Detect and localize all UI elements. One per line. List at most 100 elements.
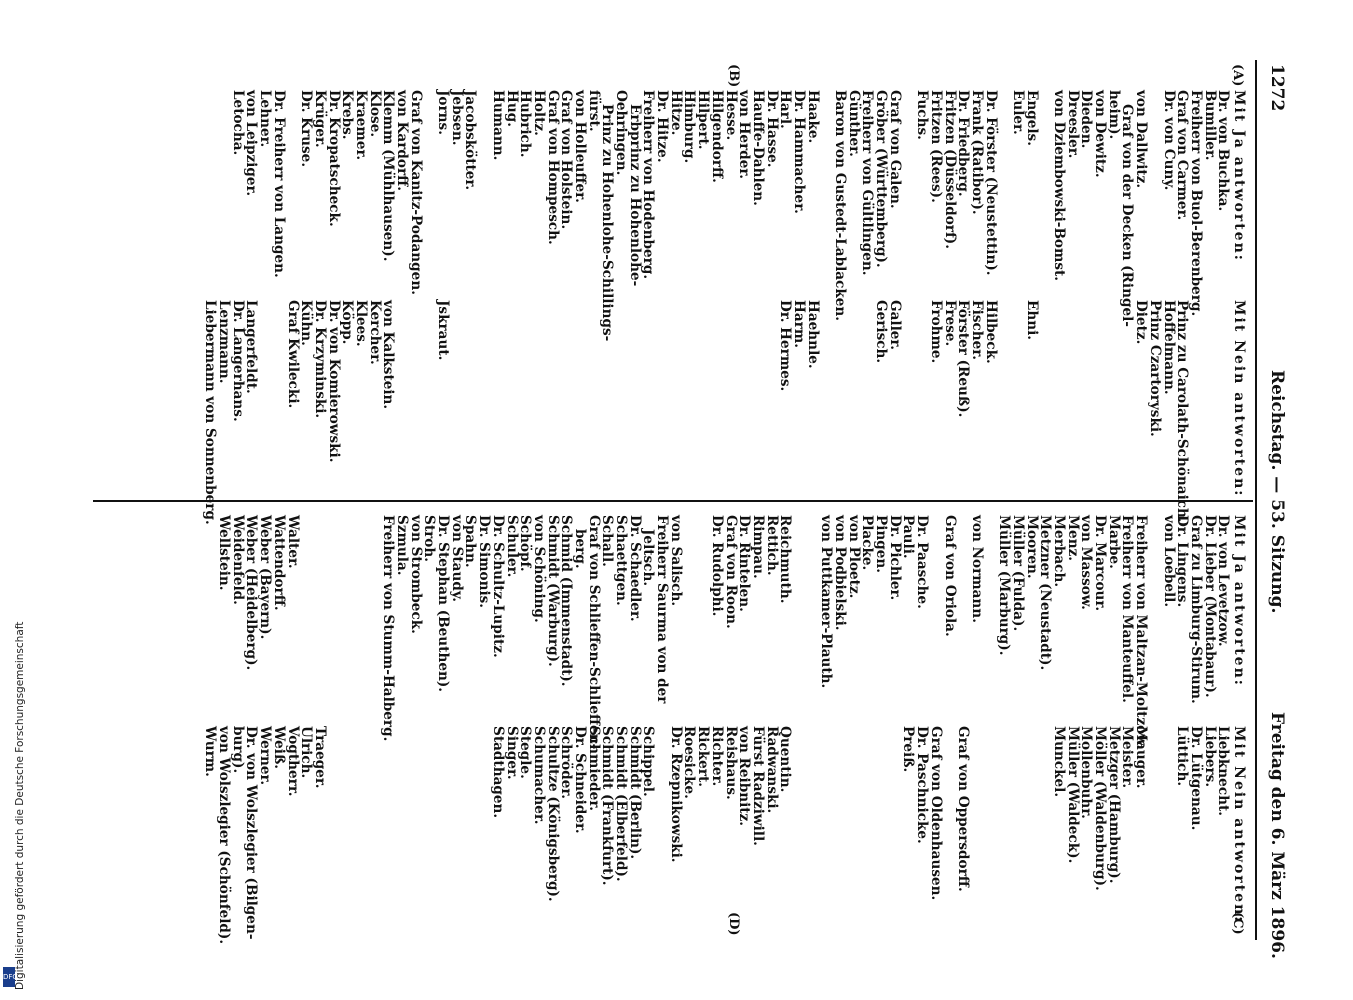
list-item [668,300,682,525]
list-item [1216,300,1230,525]
list-item [750,300,764,525]
list-item [600,300,614,525]
list-item: Schmidt (Warburg). [544,515,561,667]
list-item: burg). [229,726,246,774]
list-item: Schmidt (Frankfurt). [599,726,616,886]
list-item: Rimpau. [749,515,766,579]
list-item: Dr. Schneider. [571,726,588,834]
list-item [449,726,463,944]
list-item [463,726,477,944]
list-item: Meister. [1119,726,1136,789]
list-item: Pingen. [873,515,890,574]
list-item: Schaettgen. [613,515,630,606]
list-item [887,726,901,944]
list-item: Müller (Waldeck). [1064,726,1081,864]
left-no-column: Mit Nein antworten: Prinz zu Carolath-Sc… [202,300,1247,525]
list-item: Dr. Langerhans. [229,300,246,422]
list-item [408,300,422,525]
list-item [271,300,285,525]
list-item: Freiherr von Manteuffel. [1119,515,1136,703]
list-item [805,515,819,749]
list-item [942,726,956,944]
list-item: von Schöning. [530,515,547,623]
list-item: Lüttich. [1174,726,1191,787]
list-item: Dr. Pichler. [886,515,903,601]
list-item [1010,300,1024,525]
list-item [326,726,340,944]
list-item: Richter. [708,726,725,787]
list-item: Marbe. [1105,515,1122,569]
list-item: Szmula. [394,515,411,576]
list-item [846,726,860,944]
header-rule [1255,60,1257,940]
list-item: Freiherr Saurma von der [654,515,671,704]
list-item [353,726,367,944]
list-item: von Wolszlegier (Schönfeld). [216,726,233,945]
list-item [695,515,709,749]
list-item: Schröder. [558,726,575,800]
list-item: Schumacher. [530,726,547,825]
list-item: Menz. [1064,515,1081,562]
list-item: Freiherr von Maltzan-Moltzow. [1133,515,1150,750]
list-item [860,726,874,944]
list-item [299,515,313,749]
list-item: Mooren. [1023,515,1040,579]
session-title: Reichstag. — 53. Sitzung. [1267,370,1287,614]
list-item [860,300,874,525]
list-item: Liebermann von Sonnenberg. [202,300,219,525]
list-item: Hilbeck. [982,300,999,364]
list-item: von Salisch. [667,515,684,607]
list-item: Graf von Oppersdorff. [955,726,972,892]
list-item [1120,300,1134,525]
list-item: Schmidt (Berlin). [626,726,643,860]
list-item [682,300,696,525]
right-no-heading: Mit Nein antworten: [1231,726,1247,924]
list-item: Schmieder. [585,726,602,811]
list-item: Dr. Lingens. [1174,515,1191,608]
page-number: 1272 [1267,64,1287,112]
list-item [846,300,860,525]
list-item: Mauger. [1133,726,1150,789]
list-item: Stegle. [517,726,534,779]
list-item: Reishaus. [722,726,739,800]
list-item: Schippel. [640,726,657,797]
list-item [654,300,668,525]
list-item: Dr. Paschnicke. [914,726,931,844]
list-item: Fischer. [968,300,985,360]
list-item: Langerfeldt. [243,300,260,394]
list-item: Schultze (Königsberg). [544,726,561,902]
right-yes-heading: Mit Ja antworten: [1231,515,1247,687]
list-item: Fürst Radziwill. [749,726,766,846]
list-item: Preiß. [900,726,917,773]
list-item [545,300,559,525]
list-item: Radwanski. [763,726,780,814]
list-item [1147,515,1161,749]
list-item: Wellstein. [216,515,233,591]
list-item [422,726,436,944]
list-item: Förster (Reuß). [955,300,972,418]
list-item: Dr. Stephan (Beuthen). [435,515,452,693]
list-item [394,300,408,525]
list-item [914,300,928,525]
list-item: Dr. Paasche. [914,515,931,609]
list-item: Prinz Czartoryski. [1146,300,1163,437]
list-item [1010,726,1024,944]
list-item: Jeltsch. [640,529,657,587]
list-item: Dr. von Wolszlegier (Bilgen- [243,726,260,940]
list-item [1106,300,1120,525]
list-item: Gerisch. [873,300,890,364]
list-item [1147,726,1161,944]
list-item: Schmidt (Elberfeld). [613,726,630,882]
list-item: Dr. von Levetzow. [1215,515,1232,647]
list-item: Weber (Bayern). [257,515,274,640]
list-item: Pauli. [900,515,917,559]
list-item: Schöpf. [517,515,534,572]
list-item: Müller (Marburg). [996,515,1013,656]
list-item [873,726,887,944]
page-header: 1272 Reichstag. — 53. Sitzung. Freitag d… [1257,0,1287,1000]
list-item [394,726,408,944]
list-item: von Staudy. [448,515,465,602]
list-item: Galler. [886,300,903,351]
list-item [340,515,354,749]
list-item: Graf zu Limburg-Stirum. [1187,515,1204,704]
